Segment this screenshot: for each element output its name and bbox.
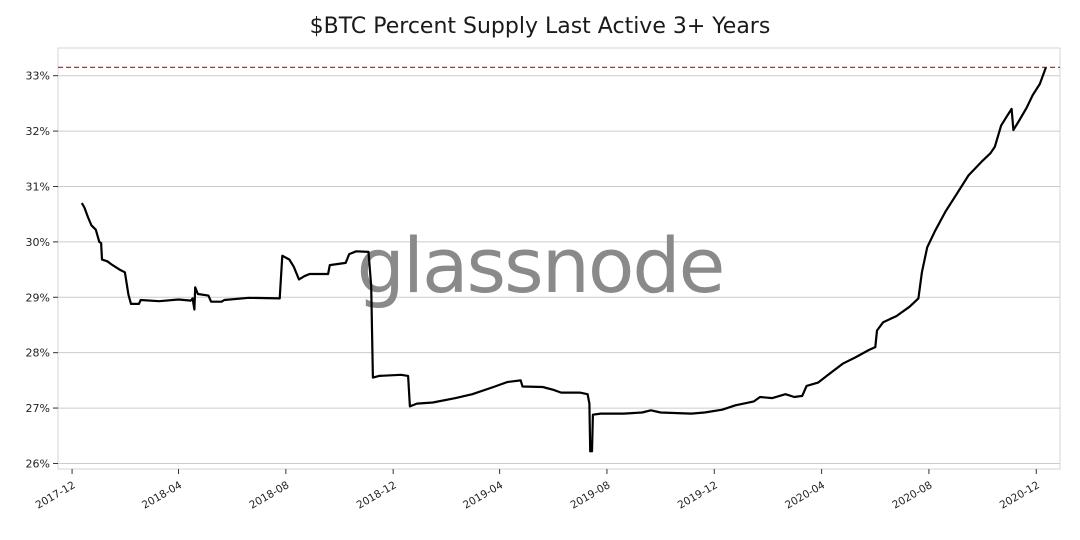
y-tick-label: 29% (26, 291, 50, 304)
x-axis: 2017-12 2018-04 2018-08 2018-12 2019-04 2019-… (34, 469, 1042, 512)
x-tick-label: 2019-04 (461, 479, 505, 511)
grid-layer (58, 75, 1060, 464)
x-tick-label: 2020-04 (783, 479, 827, 511)
y-tick-label: 32% (26, 125, 50, 138)
y-tick-label: 26% (26, 457, 50, 470)
y-tick-label: 31% (26, 180, 50, 193)
y-tick-label: 30% (26, 236, 50, 249)
series-layer (80, 67, 1047, 453)
y-axis: 26% 27% 28% 29% 30% 31% 32% 33% (26, 70, 58, 470)
y-tick-label: 27% (26, 402, 50, 415)
x-tick-label: 2020-12 (998, 479, 1042, 511)
watermark: glassnode (357, 221, 724, 310)
plot-area-frame (57, 47, 1061, 470)
x-tick-label: 2020-08 (890, 479, 934, 511)
chart-title: $BTC Percent Supply Last Active 3+ Years (309, 14, 771, 39)
x-tick-label: 2018-12 (355, 479, 399, 511)
x-tick-label: 2017-12 (34, 479, 78, 511)
x-tick-label: 2019-08 (568, 479, 612, 511)
y-tick-label: 28% (26, 347, 50, 360)
x-tick-label: 2018-04 (140, 479, 184, 511)
x-tick-label: 2019-12 (676, 479, 720, 511)
y-tick-label: 33% (26, 70, 50, 83)
x-tick-label: 2018-08 (247, 479, 291, 511)
series-line (80, 67, 1047, 453)
